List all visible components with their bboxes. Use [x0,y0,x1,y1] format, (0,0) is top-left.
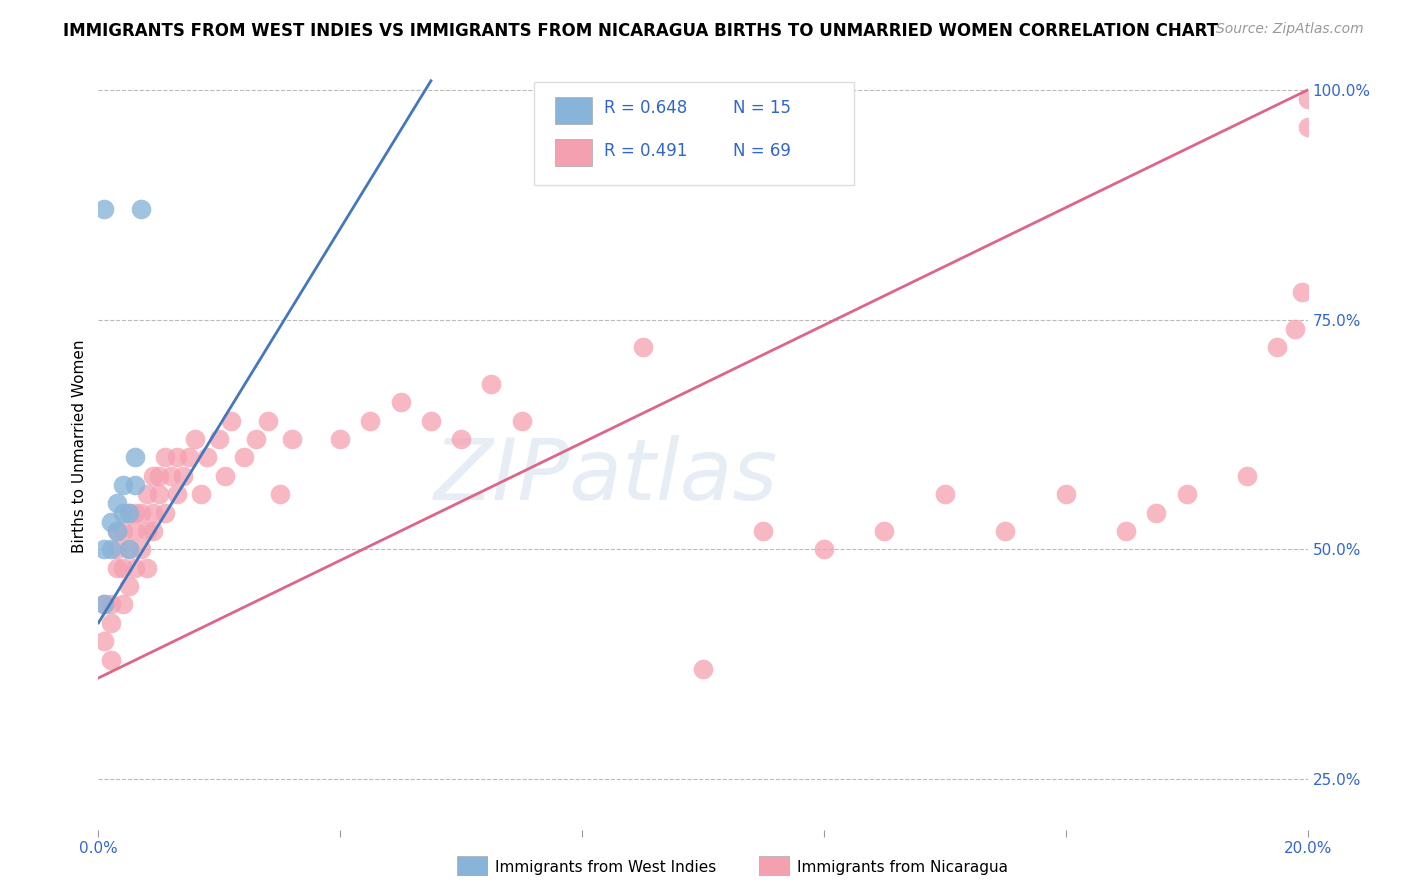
Text: R = 0.491: R = 0.491 [603,142,688,160]
FancyBboxPatch shape [534,81,855,186]
Point [100,615,122,630]
Point [129,542,152,557]
Point [135,560,157,574]
Point [184,432,207,446]
Text: Immigrants from Nicaragua: Immigrants from Nicaragua [797,861,1008,875]
Point [100,542,122,557]
Point [124,506,146,520]
Point [934,487,956,501]
Point [118,579,141,593]
Point [135,487,157,501]
Point [142,506,165,520]
Text: R = 0.648: R = 0.648 [603,100,688,118]
Point [994,524,1017,538]
Point [510,414,533,428]
Text: ZIPatlas: ZIPatlas [434,435,779,518]
Point [166,487,188,501]
Point [195,450,218,465]
Point [1291,285,1313,299]
Point [281,432,304,446]
Point [93,598,115,612]
Point [135,524,157,538]
Point [631,340,654,354]
Point [1054,487,1077,501]
Point [118,506,141,520]
Point [1144,506,1167,520]
Point [129,202,152,217]
Y-axis label: Births to Unmarried Women: Births to Unmarried Women [72,339,87,553]
Point [118,506,141,520]
Point [100,652,122,666]
Point [214,468,236,483]
Point [105,560,128,574]
Text: IMMIGRANTS FROM WEST INDIES VS IMMIGRANTS FROM NICARAGUA BIRTHS TO UNMARRIED WOM: IMMIGRANTS FROM WEST INDIES VS IMMIGRANT… [63,22,1218,40]
Point [256,414,278,428]
Text: Immigrants from West Indies: Immigrants from West Indies [495,861,716,875]
Point [1296,120,1319,134]
Point [129,506,152,520]
Point [105,524,128,538]
Point [160,468,183,483]
Point [813,542,835,557]
Point [1236,468,1258,483]
Point [172,468,194,483]
Point [111,506,134,520]
Point [118,542,141,557]
Point [124,478,146,492]
Point [1175,487,1198,501]
Point [105,524,128,538]
Point [105,496,128,510]
Point [208,432,231,446]
Point [389,395,412,409]
Point [420,414,443,428]
Point [450,432,472,446]
FancyBboxPatch shape [555,139,592,166]
Point [111,560,134,574]
Point [329,432,352,446]
Point [245,432,267,446]
Text: Source: ZipAtlas.com: Source: ZipAtlas.com [1216,22,1364,37]
Point [93,202,115,217]
Point [93,542,115,557]
Point [1267,340,1289,354]
Point [153,506,176,520]
Point [269,487,291,501]
Text: N = 69: N = 69 [734,142,792,160]
Point [148,468,170,483]
Point [142,524,165,538]
Point [153,450,176,465]
Point [148,487,170,501]
Point [124,560,146,574]
Point [221,414,243,428]
Point [111,478,134,492]
Point [100,515,122,529]
Text: N = 15: N = 15 [734,100,792,118]
Point [142,468,165,483]
Point [111,598,134,612]
Point [360,414,382,428]
Point [873,524,896,538]
Point [1115,524,1137,538]
Point [93,598,115,612]
Point [93,634,115,648]
Point [100,598,122,612]
Point [166,450,188,465]
Point [179,450,201,465]
Point [124,524,146,538]
Point [111,524,134,538]
Point [752,524,775,538]
Point [692,662,714,676]
Point [124,450,146,465]
Point [105,542,128,557]
Point [1284,322,1306,336]
Point [1296,92,1319,106]
Point [118,542,141,557]
Point [481,376,503,391]
Point [232,450,254,465]
FancyBboxPatch shape [555,97,592,124]
Point [190,487,212,501]
